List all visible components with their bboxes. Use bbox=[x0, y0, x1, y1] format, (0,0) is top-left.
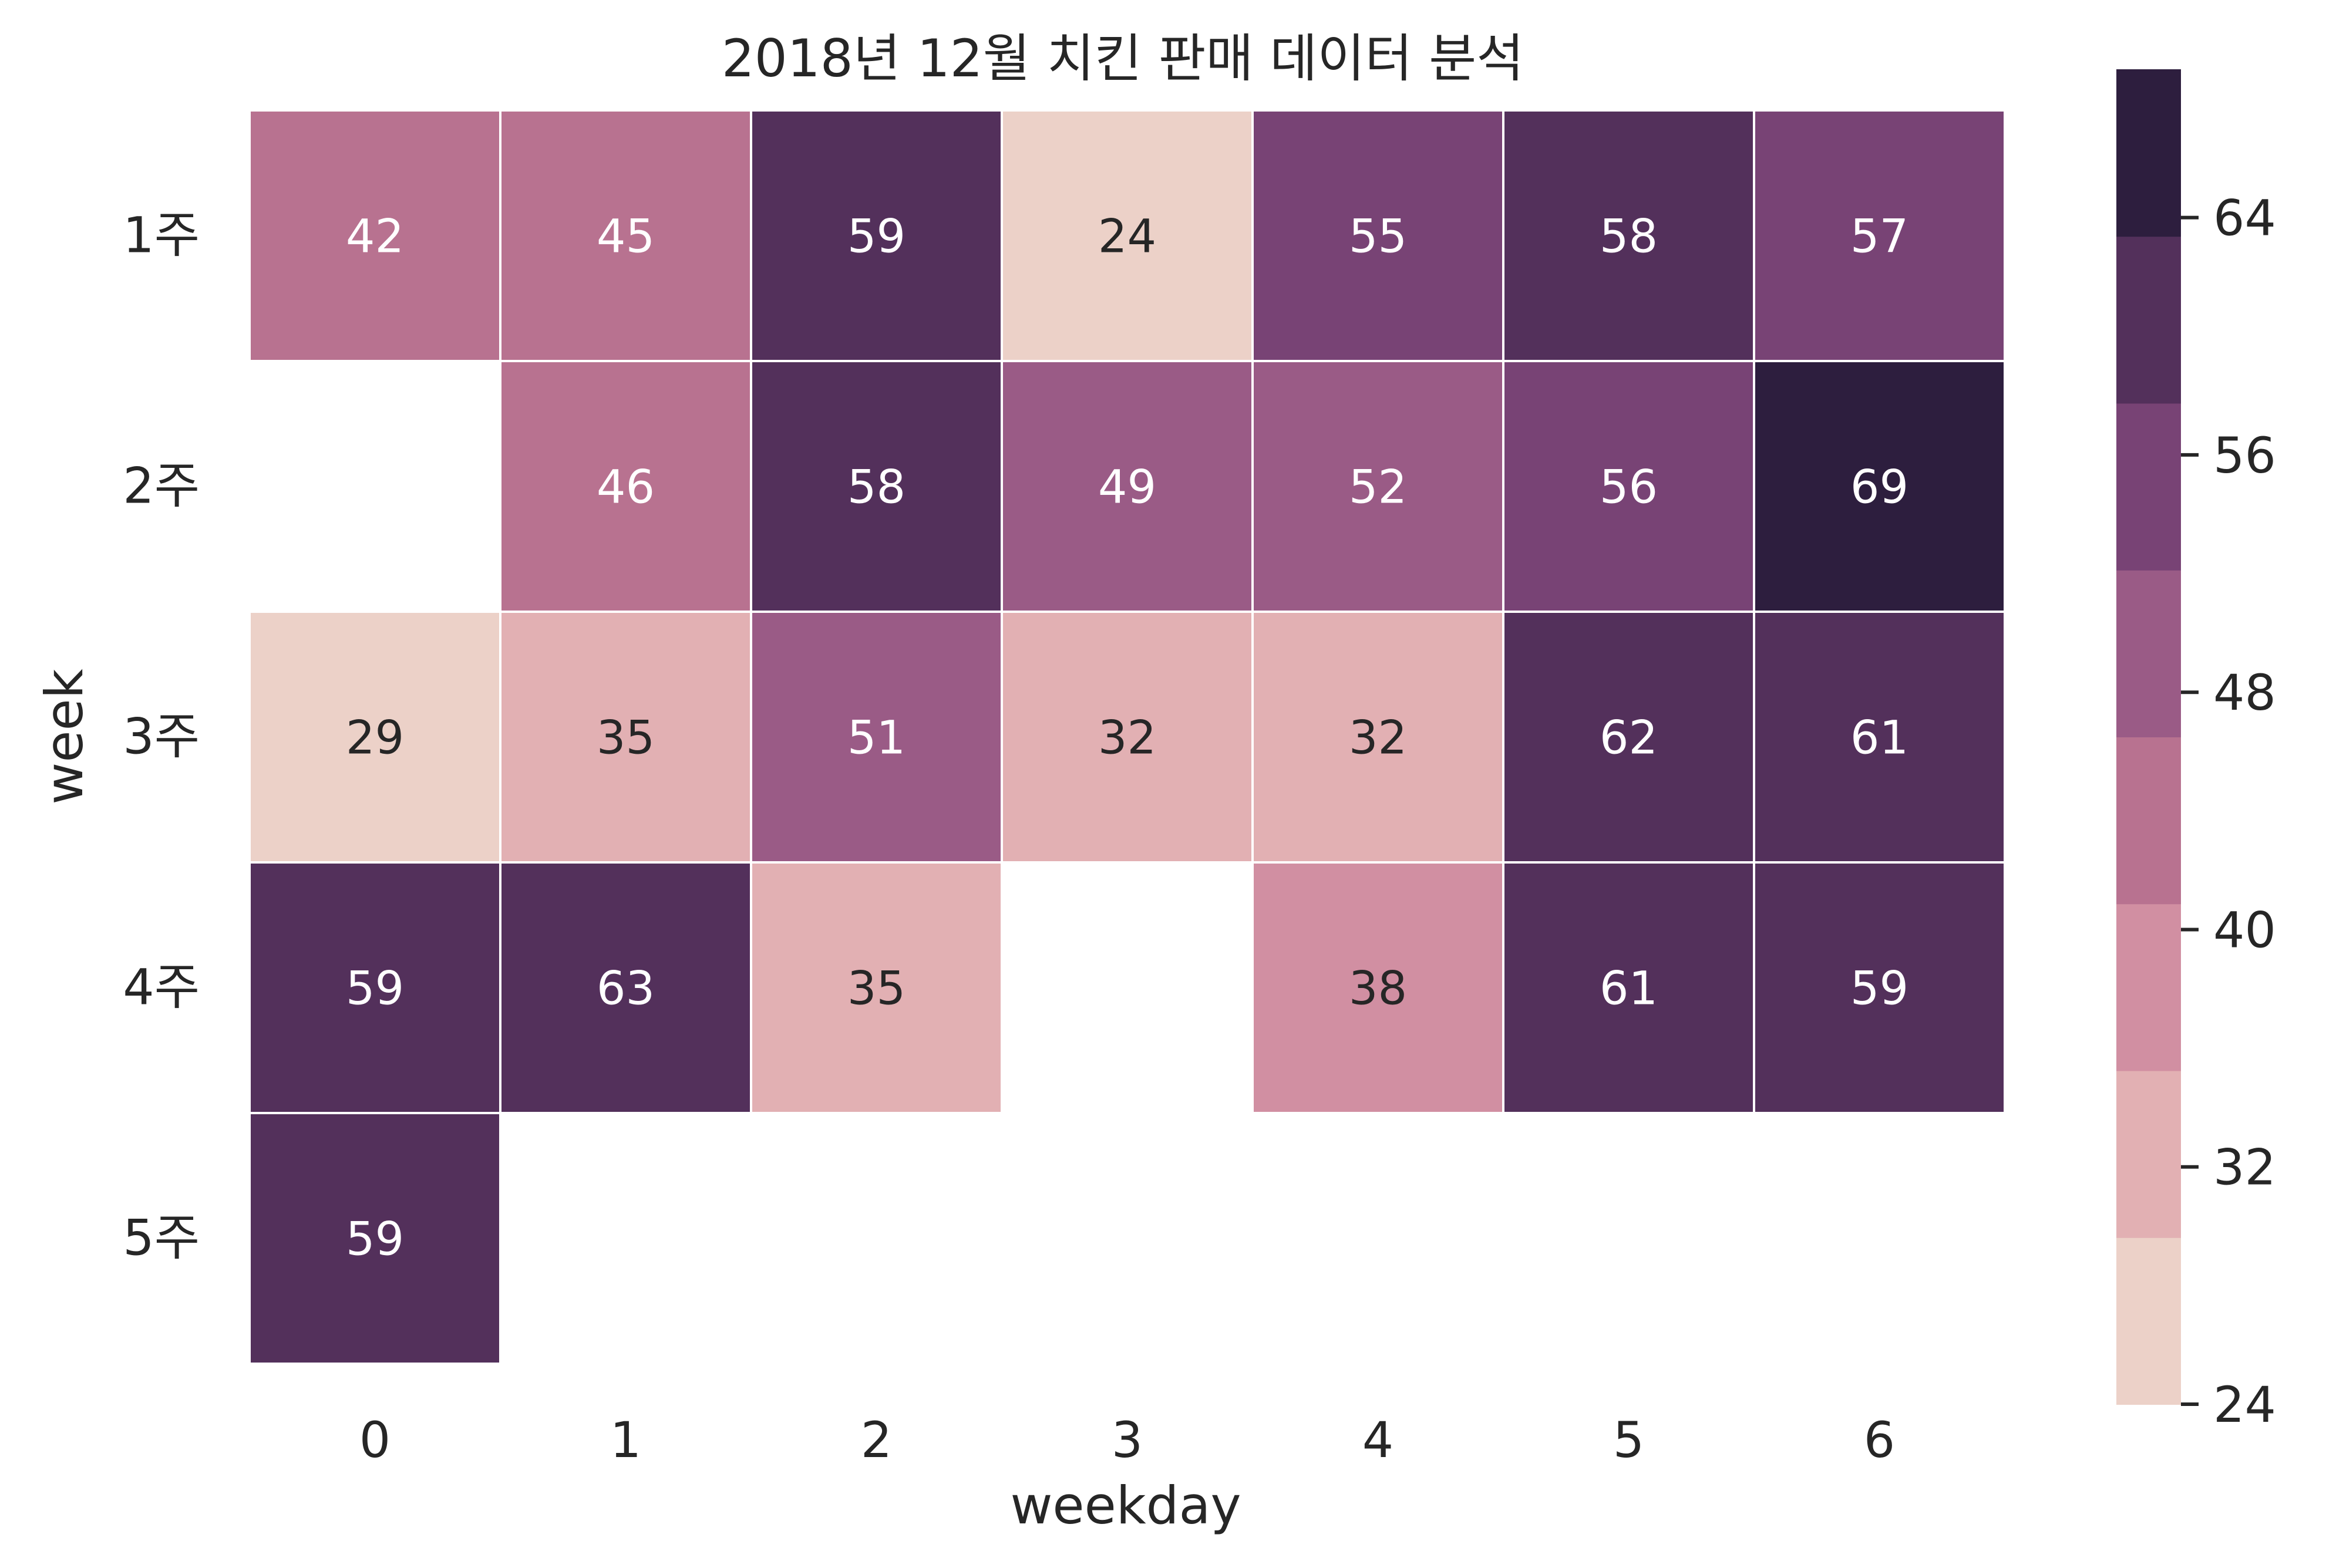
cell-value-label-r2-c5: 62 bbox=[1600, 712, 1658, 765]
cell-value-label-r2-c6: 61 bbox=[1850, 712, 1908, 765]
cell-value-label-r3-c4: 38 bbox=[1349, 963, 1407, 1016]
heatmap-cell-r0-c3 bbox=[1001, 109, 1254, 362]
cell-value-label-r4-c0: 59 bbox=[346, 1213, 404, 1266]
heatmap-cell-r2-c4 bbox=[1251, 611, 1504, 864]
cell-value-label-r1-c4: 52 bbox=[1349, 461, 1407, 514]
colorbar-tick-label-48: 48 bbox=[2213, 664, 2276, 721]
colorbar-band-5 bbox=[2116, 403, 2181, 571]
colorbar-tick-label-40: 40 bbox=[2213, 901, 2276, 959]
cell-value-label-r1-c3: 49 bbox=[1098, 461, 1156, 514]
heatmap-cell-r3-c6 bbox=[1753, 861, 2006, 1114]
y-tick-label-week-4: 4주 bbox=[123, 959, 200, 1016]
cell-value-label-r0-c4: 55 bbox=[1349, 211, 1407, 264]
heatmap-cell-r2-c6 bbox=[1753, 611, 2006, 864]
cell-value-label-r0-c6: 57 bbox=[1850, 211, 1908, 264]
x-tick-label-6: 6 bbox=[1864, 1411, 1895, 1469]
y-tick-label-week-5: 5주 bbox=[123, 1209, 200, 1267]
heatmap-cell-r3-c1 bbox=[499, 861, 752, 1114]
cell-value-label-r0-c2: 59 bbox=[847, 211, 906, 264]
heatmap-cell-r2-c5 bbox=[1502, 611, 1755, 864]
cell-value-label-r2-c4: 32 bbox=[1349, 712, 1407, 765]
heatmap-cell-r3-c2 bbox=[750, 861, 1003, 1114]
y-axis-label: week bbox=[34, 669, 95, 804]
colorbar-band-6 bbox=[2116, 236, 2181, 404]
x-tick-label-1: 1 bbox=[610, 1411, 641, 1469]
cell-value-label-r0-c0: 42 bbox=[346, 211, 404, 264]
chart-title: 2018년 12월 치킨 판매 데이터 분석 bbox=[722, 28, 1524, 89]
x-tick-label-0: 0 bbox=[359, 1411, 391, 1469]
heatmap-cell-r2-c0 bbox=[248, 611, 501, 864]
colorbar-band-1 bbox=[2116, 1070, 2181, 1238]
heatmap-cell-r1-c3 bbox=[1001, 360, 1254, 613]
x-axis-label: weekday bbox=[1010, 1475, 1241, 1536]
heatmap-cell-r0-c0 bbox=[248, 109, 501, 362]
heatmap-cell-r0-c4 bbox=[1251, 109, 1504, 362]
cell-value-label-r3-c6: 59 bbox=[1850, 963, 1908, 1016]
x-tick-label-2: 2 bbox=[861, 1411, 892, 1469]
heatmap-cell-r1-c5 bbox=[1502, 360, 1755, 613]
heatmap-cell-r2-c3 bbox=[1001, 611, 1254, 864]
cell-value-label-r3-c5: 61 bbox=[1600, 963, 1658, 1016]
y-tick-label-week-3: 3주 bbox=[123, 708, 200, 766]
cell-value-label-r0-c3: 24 bbox=[1098, 211, 1156, 264]
cell-value-label-r2-c1: 35 bbox=[597, 712, 655, 765]
x-tick-label-5: 5 bbox=[1613, 1411, 1644, 1469]
x-tick-label-4: 4 bbox=[1362, 1411, 1393, 1469]
heatmap-cell-r3-c0 bbox=[248, 861, 501, 1114]
heatmap-cell-r1-c1 bbox=[499, 360, 752, 613]
y-tick-label-week-2: 2주 bbox=[123, 457, 200, 515]
cell-value-label-r3-c0: 59 bbox=[346, 963, 404, 1016]
y-tick-label-week-1: 1주 bbox=[123, 207, 200, 264]
colorbar: 24 32 40 48 56 64 bbox=[2116, 69, 2276, 1434]
colorbar-tick-label-32: 32 bbox=[2213, 1139, 2276, 1196]
x-axis-ticks: 0 1 2 3 4 5 6 bbox=[359, 1411, 1895, 1469]
heatmap-cell-r0-c2 bbox=[750, 109, 1003, 362]
y-axis-ticks: 1주 2주 3주 4주 5주 bbox=[123, 207, 200, 1267]
colorbar-band-0 bbox=[2116, 1237, 2181, 1405]
heatmap-cell-r2-c1 bbox=[499, 611, 752, 864]
colorbar-tick-label-24: 24 bbox=[2213, 1376, 2276, 1434]
cell-value-label-r1-c6: 69 bbox=[1850, 461, 1908, 514]
cell-value-label-r2-c2: 51 bbox=[847, 712, 906, 765]
colorbar-band-4 bbox=[2116, 569, 2181, 737]
heatmap-cell-r1-c6 bbox=[1753, 360, 2006, 613]
cell-value-label-r1-c5: 56 bbox=[1600, 461, 1658, 514]
colorbar-band-2 bbox=[2116, 903, 2181, 1071]
cell-value-label-r0-c5: 58 bbox=[1600, 211, 1658, 264]
heatmap-cells bbox=[248, 109, 2006, 1365]
cell-value-label-r2-c3: 32 bbox=[1098, 712, 1156, 765]
colorbar-band-7 bbox=[2116, 69, 2181, 237]
cell-value-label-r3-c1: 63 bbox=[597, 963, 655, 1016]
x-tick-label-3: 3 bbox=[1112, 1411, 1143, 1469]
heatmap-cell-r3-c5 bbox=[1502, 861, 1755, 1114]
cell-value-label-r3-c2: 35 bbox=[847, 963, 906, 1016]
heatmap-cell-r4-c0 bbox=[248, 1112, 501, 1365]
heatmap-cell-labels: 42 45 59 24 55 58 57 46 58 49 52 56 69 29 35 51 32 32 62 61… bbox=[346, 211, 1908, 1266]
colorbar-tick-label-56: 56 bbox=[2213, 427, 2276, 484]
heatmap-cell-r2-c2 bbox=[750, 611, 1003, 864]
heatmap-cell-r0-c1 bbox=[499, 109, 752, 362]
colorbar-band-3 bbox=[2116, 737, 2181, 905]
cell-value-label-r1-c1: 46 bbox=[597, 461, 655, 514]
cell-value-label-r1-c2: 58 bbox=[847, 461, 906, 514]
cell-value-label-r2-c0: 29 bbox=[346, 712, 404, 765]
heatmap-cell-r0-c5 bbox=[1502, 109, 1755, 362]
cell-value-label-r0-c1: 45 bbox=[597, 211, 655, 264]
colorbar-tick-label-64: 64 bbox=[2213, 190, 2276, 247]
